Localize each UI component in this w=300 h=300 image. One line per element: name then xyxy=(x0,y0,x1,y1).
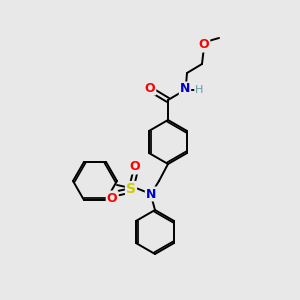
Text: N: N xyxy=(146,188,156,200)
Text: O: O xyxy=(130,160,140,173)
Text: N: N xyxy=(180,82,190,95)
Text: O: O xyxy=(107,191,117,205)
Text: H: H xyxy=(195,85,203,95)
Text: O: O xyxy=(145,82,155,94)
Text: S: S xyxy=(126,182,136,196)
Text: O: O xyxy=(199,38,209,52)
